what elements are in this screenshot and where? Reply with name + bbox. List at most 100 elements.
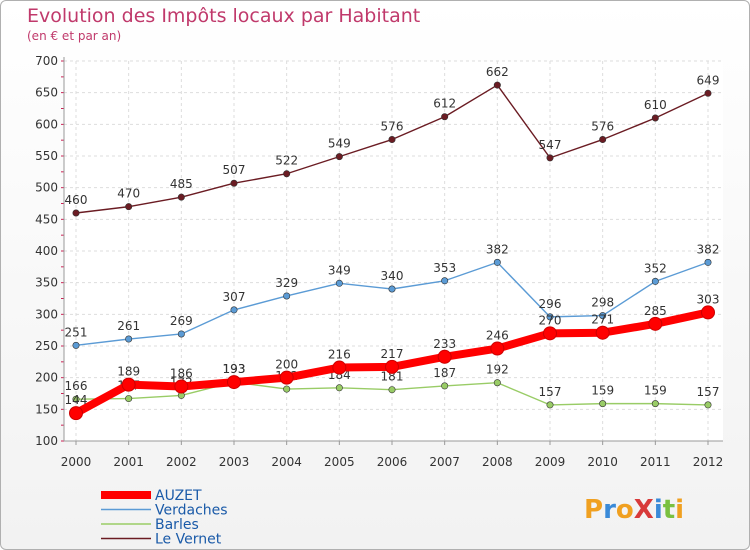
series-le-vernet: 460 470 485 507 522 549 576 612 662 547 576 610 649	[65, 65, 720, 217]
data-point	[230, 306, 238, 314]
data-label: 298	[591, 296, 614, 310]
x-tick-label: 2004	[271, 455, 302, 469]
data-label: 340	[381, 269, 404, 283]
data-point	[493, 379, 501, 387]
data-label: 303	[697, 292, 720, 306]
logo-letter: i	[675, 495, 684, 525]
data-label: 382	[486, 242, 509, 256]
data-label: 507	[223, 163, 246, 177]
y-tick-label: 200	[35, 371, 58, 385]
data-label: 181	[381, 370, 404, 384]
data-point	[701, 305, 715, 320]
data-label: 246	[486, 329, 509, 343]
data-label: 353	[433, 261, 456, 275]
data-point	[125, 395, 133, 403]
data-point	[388, 386, 396, 394]
data-label: 269	[170, 314, 193, 328]
data-point	[493, 81, 501, 89]
data-label: 157	[539, 385, 562, 399]
data-point	[283, 292, 291, 300]
data-point	[177, 330, 185, 338]
data-label: 159	[644, 384, 667, 398]
data-label: 144	[65, 393, 88, 407]
data-point	[335, 153, 343, 161]
data-point	[441, 113, 449, 121]
logo-text: ProXiti	[584, 495, 684, 525]
y-tick-label: 150	[35, 402, 58, 416]
data-label: 192	[486, 363, 509, 377]
data-point	[441, 382, 449, 390]
data-label: 382	[697, 242, 720, 256]
data-label: 352	[644, 261, 667, 275]
y-tick-label: 550	[35, 149, 58, 163]
data-label: 216	[328, 348, 351, 362]
data-point	[595, 325, 610, 340]
x-tick-label: 2009	[535, 455, 566, 469]
data-point	[493, 258, 501, 266]
data-label: 159	[591, 384, 614, 398]
data-label: 576	[381, 120, 404, 134]
logo-letter: r	[603, 495, 616, 525]
chart-subtitle: (en € et par an)	[27, 29, 122, 43]
series-layer: 460 470 485 507 522 549 576 612 662 547 576 610 649 2…	[65, 65, 720, 421]
y-tick-label: 400	[35, 244, 58, 258]
y-tick-label: 100	[35, 434, 58, 448]
data-label: 187	[433, 366, 456, 380]
legend-label-auzet: AUZET	[155, 488, 202, 504]
data-point	[437, 349, 452, 364]
data-point	[704, 401, 712, 409]
series-barles: 166167172193182184181187192157159159157	[65, 362, 719, 409]
data-point	[72, 209, 80, 217]
y-tick-label: 350	[35, 276, 58, 290]
legend-label-verdaches: Verdaches	[155, 503, 228, 519]
data-point	[490, 341, 505, 356]
data-point	[283, 385, 291, 393]
logo-letter: P	[584, 495, 603, 525]
data-label: 217	[381, 347, 404, 361]
series-verdaches: 251 261 269 307 329 349 340 353 382 296 298 352 382	[65, 242, 720, 349]
data-point	[385, 359, 399, 374]
data-point	[651, 400, 659, 408]
data-label: 270	[539, 313, 562, 327]
data-point	[651, 277, 659, 285]
series-auzet: 144 189 186 193 200 216 217 233 246 270 271 285 303	[65, 292, 720, 421]
x-tick-label: 2010	[587, 455, 618, 469]
data-label: 166	[65, 379, 88, 393]
data-point	[72, 395, 80, 403]
data-label: 485	[170, 177, 193, 191]
data-point	[546, 154, 554, 162]
data-point	[704, 89, 712, 97]
data-point	[651, 114, 659, 122]
x-tick-label: 2002	[166, 455, 197, 469]
data-point	[543, 326, 557, 341]
data-label: 296	[539, 297, 562, 311]
data-label: 261	[117, 319, 140, 333]
data-label: 576	[591, 120, 614, 134]
chart-title: Evolution des Impôts locaux par Habitant	[27, 5, 421, 27]
data-label: 662	[486, 65, 509, 79]
data-label: 233	[433, 337, 456, 351]
data-label: 522	[275, 154, 298, 168]
data-label: 460	[65, 193, 88, 207]
data-point	[283, 170, 291, 178]
x-tick-label: 2003	[219, 455, 250, 469]
data-point	[72, 341, 80, 349]
data-point	[335, 384, 343, 392]
data-label: 649	[697, 73, 720, 87]
data-label: 193	[223, 362, 246, 376]
axes: 100 150 200 250 300 350 400 450 500 550 600 650 700 2…	[35, 54, 723, 469]
data-point	[227, 375, 241, 390]
data-label: 251	[65, 325, 88, 339]
data-point	[704, 258, 712, 266]
legend-label-le-vernet: Le Vernet	[155, 532, 222, 548]
data-point	[546, 313, 554, 321]
data-label: 470	[117, 187, 140, 201]
data-point	[230, 179, 238, 187]
data-label: 285	[644, 304, 667, 318]
grid	[64, 60, 723, 442]
x-tick-label: 2005	[324, 455, 355, 469]
y-tick-label: 450	[35, 212, 58, 226]
